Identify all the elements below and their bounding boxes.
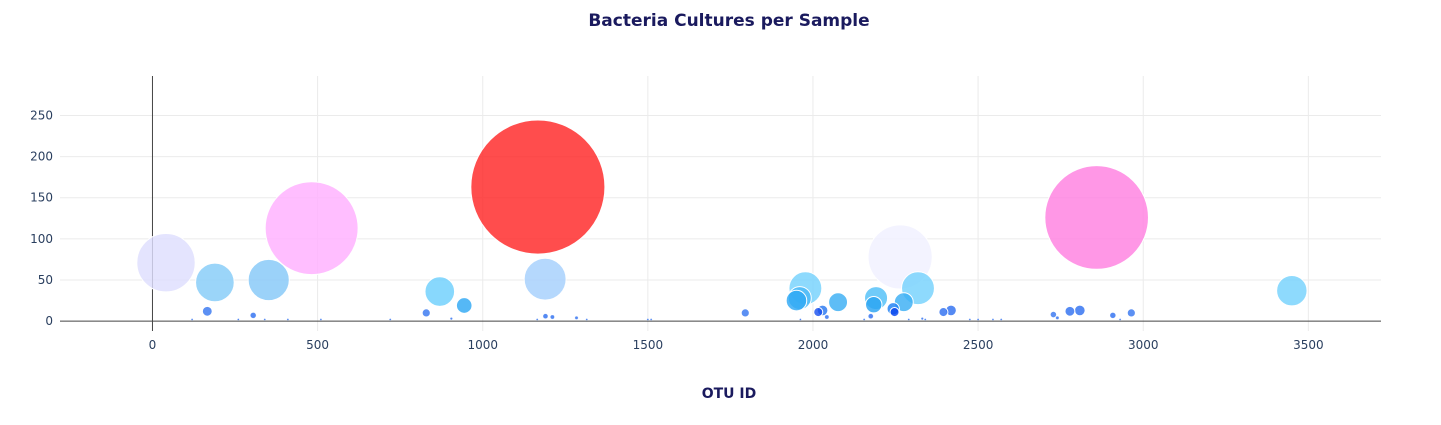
x-tick-label: 2500	[963, 338, 994, 352]
bubble-marker[interactable]	[1044, 165, 1149, 270]
bubble-marker[interactable]	[421, 308, 431, 318]
bubble-marker[interactable]	[828, 292, 849, 313]
y-tick-label: 250	[30, 108, 53, 122]
bubble-marker[interactable]	[907, 318, 910, 321]
bubble-marker[interactable]	[1276, 274, 1308, 307]
bubble-marker[interactable]	[824, 314, 830, 320]
bubble-marker[interactable]	[863, 318, 866, 321]
bubble-marker[interactable]	[263, 318, 266, 321]
bubble-marker[interactable]	[574, 316, 579, 320]
bubble-marker[interactable]	[1109, 312, 1116, 319]
bubble-marker[interactable]	[190, 318, 194, 321]
bubble-marker[interactable]	[195, 262, 235, 303]
x-tick-label: 3500	[1293, 338, 1324, 352]
x-tick-label: 500	[306, 338, 329, 352]
y-tick-label: 0	[45, 314, 53, 328]
y-tick-label: 50	[38, 273, 53, 287]
bubble-marker[interactable]	[991, 318, 995, 321]
bubble-marker[interactable]	[470, 119, 606, 255]
bubble-marker[interactable]	[1055, 316, 1060, 320]
x-tick-label: 0	[149, 338, 157, 352]
bubble-marker[interactable]	[976, 318, 980, 321]
bubble-marker[interactable]	[319, 318, 323, 321]
x-axis-title: OTU ID	[702, 386, 757, 402]
bubble-marker[interactable]	[938, 307, 949, 318]
bubble-marker[interactable]	[247, 258, 290, 302]
bubble-marker[interactable]	[389, 318, 392, 321]
bubble-marker[interactable]	[550, 314, 555, 320]
bubble-marker[interactable]	[449, 317, 453, 321]
x-tick-label: 3000	[1128, 338, 1159, 352]
bubble-marker[interactable]	[740, 308, 750, 318]
bubble-marker[interactable]	[1000, 318, 1003, 321]
data-markers[interactable]	[136, 119, 1308, 321]
bubble-marker[interactable]	[1073, 304, 1086, 317]
y-tick-label: 150	[30, 191, 53, 205]
bubble-marker[interactable]	[237, 318, 240, 321]
bubble-marker[interactable]	[424, 276, 456, 307]
x-tick-label: 1500	[633, 338, 664, 352]
bubble-marker[interactable]	[924, 318, 927, 321]
bubble-marker[interactable]	[1049, 310, 1058, 319]
bubble-marker[interactable]	[542, 313, 549, 319]
bubble-marker[interactable]	[136, 233, 196, 293]
y-tick-label: 100	[30, 232, 53, 246]
bubble-marker[interactable]	[868, 313, 874, 319]
bubble-marker[interactable]	[286, 318, 290, 321]
bubble-marker[interactable]	[785, 289, 808, 312]
bubble-marker[interactable]	[813, 307, 824, 318]
y-tick-label: 200	[30, 150, 53, 164]
bubble-marker[interactable]	[536, 318, 539, 321]
bubble-marker[interactable]	[1118, 318, 1122, 321]
chart-title: Bacteria Cultures per Sample	[588, 11, 869, 31]
bubble-marker[interactable]	[523, 257, 567, 301]
bubble-marker[interactable]	[920, 317, 924, 321]
bubble-marker[interactable]	[585, 318, 588, 321]
bubble-marker[interactable]	[1126, 308, 1136, 318]
bubble-marker[interactable]	[649, 318, 653, 321]
bubble-marker[interactable]	[889, 307, 900, 318]
bubble-marker[interactable]	[455, 297, 473, 314]
bubble-marker[interactable]	[264, 181, 359, 276]
bubble-marker[interactable]	[968, 318, 971, 321]
bubble-marker[interactable]	[799, 318, 802, 321]
bubble-marker[interactable]	[201, 305, 213, 317]
tick-labels: 0 500 1000 1500 2000 2500 3000 3500 0 50 100 150 200…	[30, 108, 1324, 352]
bubble-marker[interactable]	[250, 312, 257, 319]
bubble-marker[interactable]	[1064, 305, 1076, 317]
bubble-marker[interactable]	[865, 295, 883, 314]
bubble-marker[interactable]	[646, 318, 649, 321]
x-tick-label: 1000	[467, 338, 498, 352]
x-tick-label: 2000	[798, 338, 829, 352]
